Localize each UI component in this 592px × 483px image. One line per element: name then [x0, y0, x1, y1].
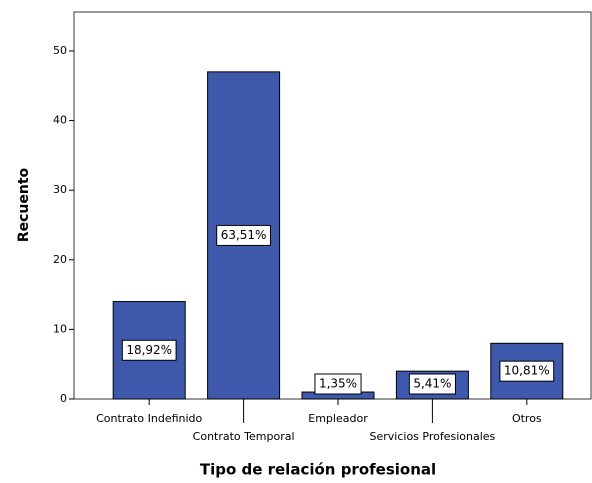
- value-label-box: [121, 339, 177, 361]
- x-tick-label: Empleador: [308, 412, 368, 425]
- y-tick-label: 50: [53, 44, 67, 57]
- y-tick-label: 40: [53, 114, 67, 127]
- value-label: 5,41%: [413, 377, 451, 391]
- value-label-box: [314, 373, 362, 395]
- y-tick-label: 10: [53, 322, 67, 335]
- y-tick-label: 30: [53, 183, 67, 196]
- value-label: 1,35%: [319, 377, 357, 391]
- value-label-box: [499, 360, 555, 382]
- x-tick-label: Contrato Temporal: [193, 430, 295, 443]
- value-label-box: [408, 373, 456, 395]
- value-label-box: [216, 224, 271, 246]
- value-label: 10,81%: [504, 364, 550, 378]
- x-axis-label: Tipo de relación profesional: [200, 461, 436, 479]
- value-label: 18,92%: [126, 343, 172, 357]
- y-tick-label: 0: [60, 392, 67, 405]
- x-tick-label: Servicios Profesionales: [370, 430, 496, 443]
- x-tick-label: Contrato Indefinido: [96, 412, 202, 425]
- value-label: 63,51%: [221, 228, 267, 242]
- x-tick-label: Otros: [512, 412, 542, 425]
- y-axis-label: Recuento: [16, 167, 32, 242]
- y-tick-label: 20: [53, 253, 67, 266]
